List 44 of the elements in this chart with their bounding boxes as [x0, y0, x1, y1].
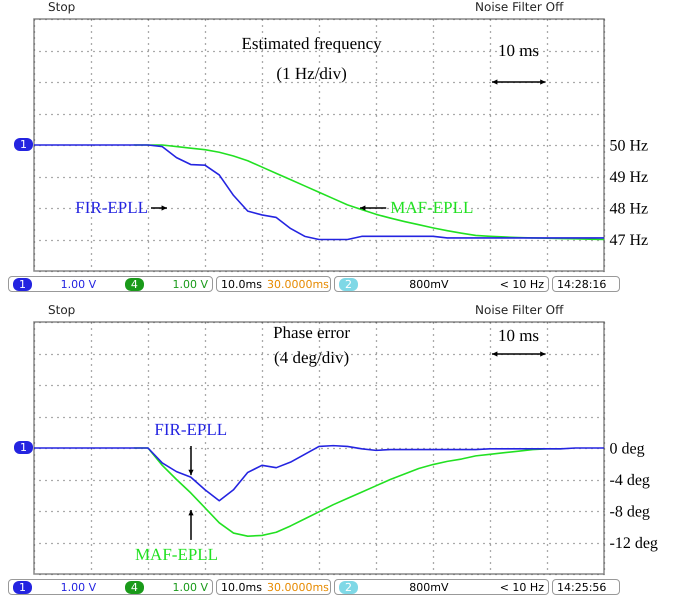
y-tick-label: 49 Hz	[610, 169, 648, 186]
text: (1 Hz/div)	[276, 64, 347, 84]
text: Noise Filter Off	[475, 303, 564, 317]
text: Estimated frequency	[241, 34, 382, 54]
text: 30.0000ms	[266, 580, 329, 594]
text: 1.00 V	[172, 278, 208, 290]
text: Noise Filter Off	[475, 0, 564, 14]
y-tick-label: 48 Hz	[610, 200, 648, 218]
text: 2	[339, 580, 358, 594]
text: (4 deg/div)	[274, 348, 350, 368]
text: < 10 Hz	[500, 278, 544, 290]
series-label: MAF-EPLL	[390, 198, 474, 217]
text: 800mV	[409, 278, 448, 290]
text: 10.0ms	[221, 580, 262, 594]
series-label: MAF-EPLL	[134, 545, 218, 564]
y-tick-label: 47 Hz	[610, 232, 648, 249]
annotation: 10 ms	[498, 40, 540, 60]
text: 14:25:56	[557, 580, 606, 594]
text: 1	[13, 580, 32, 594]
chart-title: Phase error	[273, 323, 350, 344]
text: 1.00 V	[172, 580, 208, 594]
y-tick-label: -8 deg	[610, 504, 650, 520]
y-tick-label: 0 deg	[610, 440, 645, 458]
text: Stop	[48, 0, 76, 14]
text: 30.0000ms	[266, 278, 329, 290]
text: 14:28:16	[557, 278, 606, 290]
y-tick-label: -4 deg	[610, 472, 650, 489]
text: 1	[14, 441, 33, 454]
text: 2	[339, 278, 358, 290]
series-label: FIR-EPLL	[154, 420, 228, 439]
y-tick-label: -12 deg	[610, 535, 658, 552]
text: Stop	[48, 303, 76, 317]
text: < 10 Hz	[500, 580, 544, 594]
text: 1.00 V	[60, 580, 96, 594]
text: 1.00 V	[60, 278, 96, 290]
y-tick-label: 50 Hz	[610, 138, 648, 154]
annotation: 10 ms	[498, 326, 540, 346]
text: 800mV	[409, 580, 448, 594]
text: 4	[124, 580, 144, 594]
text: 10.0ms	[221, 278, 262, 290]
text: FIR-EPLL	[75, 198, 148, 217]
text: 1	[14, 138, 33, 151]
text: 4	[124, 278, 144, 290]
text: 1	[13, 278, 32, 290]
